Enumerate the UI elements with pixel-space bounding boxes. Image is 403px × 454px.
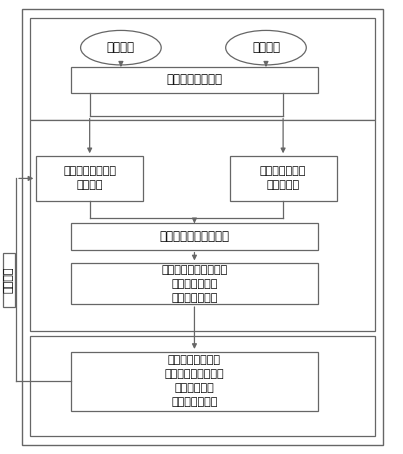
FancyBboxPatch shape [71, 223, 318, 250]
FancyBboxPatch shape [30, 120, 375, 331]
FancyBboxPatch shape [36, 156, 143, 201]
FancyBboxPatch shape [71, 67, 318, 93]
Text: 混合动力系统运
行模式判定: 混合动力系统运 行模式判定 [260, 167, 306, 190]
FancyBboxPatch shape [22, 9, 383, 445]
Text: 信号反馈: 信号反馈 [4, 266, 14, 293]
Text: 发动机节气门控制
液压泵马达排量控制
电机转矩控制
传统制动系统等: 发动机节气门控制 液压泵马达排量控制 电机转矩控制 传统制动系统等 [165, 355, 224, 407]
FancyBboxPatch shape [71, 263, 318, 304]
Text: 信号采集: 信号采集 [252, 41, 280, 54]
Text: 驾驶行为: 驾驶行为 [107, 41, 135, 54]
Text: 整车需求转矩计算: 整车需求转矩计算 [166, 74, 222, 86]
FancyBboxPatch shape [71, 352, 318, 411]
FancyBboxPatch shape [30, 336, 375, 436]
FancyBboxPatch shape [230, 156, 337, 201]
Ellipse shape [81, 30, 161, 65]
Text: 发动机目标节气门开度
液压泵马达排量
电机转矩的确定: 发动机目标节气门开度 液压泵马达排量 电机转矩的确定 [161, 265, 228, 303]
FancyBboxPatch shape [3, 252, 15, 307]
Ellipse shape [226, 30, 306, 65]
Text: 混合动力系统转矩分配: 混合动力系统转矩分配 [160, 230, 229, 243]
Text: 液电混合动力系统
转矩估计: 液电混合动力系统 转矩估计 [63, 167, 116, 190]
FancyBboxPatch shape [30, 18, 375, 120]
